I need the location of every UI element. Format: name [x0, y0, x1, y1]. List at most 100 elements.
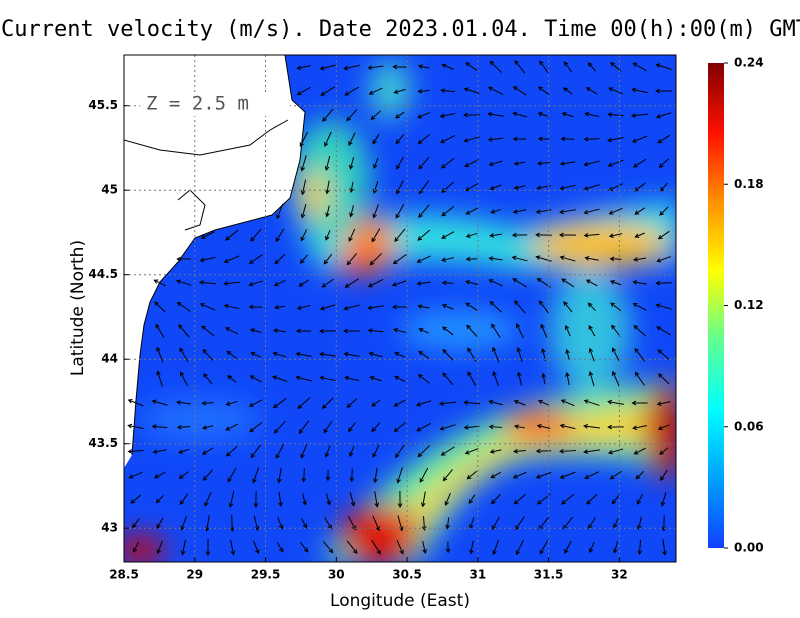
vector-arrow: [396, 540, 404, 555]
vector-arrow: [489, 233, 502, 238]
vector-arrow: [368, 351, 383, 358]
vector-arrow: [465, 207, 478, 215]
vector-arrow: [343, 351, 360, 357]
vector-arrow: [276, 467, 282, 484]
vector-arrow: [658, 158, 669, 168]
vector-arrow: [296, 65, 311, 71]
y-tick-label: 45: [101, 183, 118, 197]
vector-arrow: [397, 491, 403, 509]
vector-arrow: [227, 468, 237, 483]
chart-title: Current velocity (m/s). Date 2023.01.04.…: [1, 17, 800, 42]
vector-arrow: [392, 253, 407, 265]
vector-arrow: [563, 61, 573, 73]
vector-arrow: [249, 421, 263, 433]
vector-arrow: [636, 516, 642, 531]
vector-arrow: [487, 137, 504, 142]
vector-arrow: [248, 399, 263, 407]
vector-arrow: [539, 60, 549, 74]
vector-arrow: [180, 539, 187, 556]
vector-arrow: [416, 255, 431, 263]
vector-arrow: [200, 231, 215, 239]
vector-arrow: [464, 448, 479, 455]
vector-arrow: [561, 493, 575, 505]
vector-arrow: [512, 136, 527, 142]
vector-arrow: [249, 328, 262, 334]
vector-arrow: [490, 208, 501, 214]
colorbar: [708, 63, 724, 548]
vector-arrow: [130, 494, 142, 504]
vector-arrow: [491, 494, 501, 505]
x-tick-label: 31.5: [534, 568, 564, 582]
vector-arrow: [128, 471, 143, 479]
vector-arrow: [513, 448, 526, 454]
vector-arrow: [319, 351, 336, 357]
vector-arrow: [418, 156, 430, 170]
vector-arrow: [324, 155, 331, 172]
vector-arrow: [178, 448, 190, 454]
vector-arrow: [298, 279, 309, 287]
vector-arrow: [372, 134, 380, 145]
vector-arrow: [302, 493, 307, 506]
vector-arrow: [487, 111, 504, 117]
vector-arrow: [253, 540, 260, 555]
vector-arrow: [463, 425, 480, 430]
vector-arrow: [201, 447, 214, 455]
vector-arrow: [608, 207, 623, 215]
vector-arrow: [489, 301, 503, 313]
vector-arrow: [176, 256, 191, 262]
vector-arrow: [588, 324, 596, 337]
vector-arrow: [559, 184, 576, 191]
vector-arrow: [487, 86, 504, 96]
vector-arrow: [127, 399, 144, 407]
vector-arrow: [250, 228, 262, 242]
vector-arrow: [301, 468, 307, 483]
vector-arrow: [319, 64, 336, 71]
vector-arrow: [418, 350, 430, 359]
vector-arrow: [391, 304, 408, 310]
vector-arrow: [346, 540, 358, 555]
vector-arrow: [656, 256, 671, 263]
vector-arrow: [439, 424, 456, 431]
vector-arrow: [633, 447, 646, 455]
vector-arrow: [463, 136, 480, 143]
vector-arrow: [299, 254, 308, 264]
vector-arrow: [276, 542, 284, 553]
vector-arrow: [560, 136, 575, 142]
vector-arrow: [631, 87, 648, 94]
vector-arrow: [418, 328, 429, 334]
vector-arrow: [393, 399, 406, 407]
vector-arrow: [488, 279, 503, 287]
vector-arrow: [201, 325, 215, 337]
vector-arrow: [155, 495, 164, 504]
vector-arrow: [392, 64, 407, 70]
vector-arrow: [512, 111, 527, 118]
vector-arrow: [416, 281, 431, 286]
vector-arrow: [655, 88, 672, 94]
vector-arrow: [417, 445, 431, 458]
vector-arrow: [632, 302, 647, 311]
vector-arrow: [512, 86, 527, 96]
vector-arrow: [349, 468, 355, 483]
y-tick-label: 43.5: [88, 436, 118, 450]
vector-arrow: [468, 494, 476, 505]
vector-arrow: [655, 63, 672, 70]
vector-arrow: [513, 424, 526, 429]
vector-arrow: [442, 348, 454, 361]
vector-arrow: [440, 88, 455, 93]
vector-arrow: [374, 491, 380, 508]
vector-arrow: [417, 64, 430, 69]
vector-arrow: [225, 423, 239, 431]
vector-arrow: [442, 372, 454, 386]
vector-arrow: [276, 203, 284, 220]
vector-arrow: [421, 516, 427, 531]
vector-arrow: [179, 493, 189, 506]
vector-arrow: [180, 516, 187, 531]
y-tick-label: 44.5: [88, 267, 118, 281]
vector-arrow: [153, 471, 166, 479]
vector-arrow: [514, 300, 526, 314]
vector-arrow: [343, 304, 360, 311]
vector-arrow: [541, 372, 546, 385]
vector-arrow: [511, 232, 528, 238]
vector-arrow: [513, 493, 526, 505]
vector-arrow: [223, 255, 240, 264]
